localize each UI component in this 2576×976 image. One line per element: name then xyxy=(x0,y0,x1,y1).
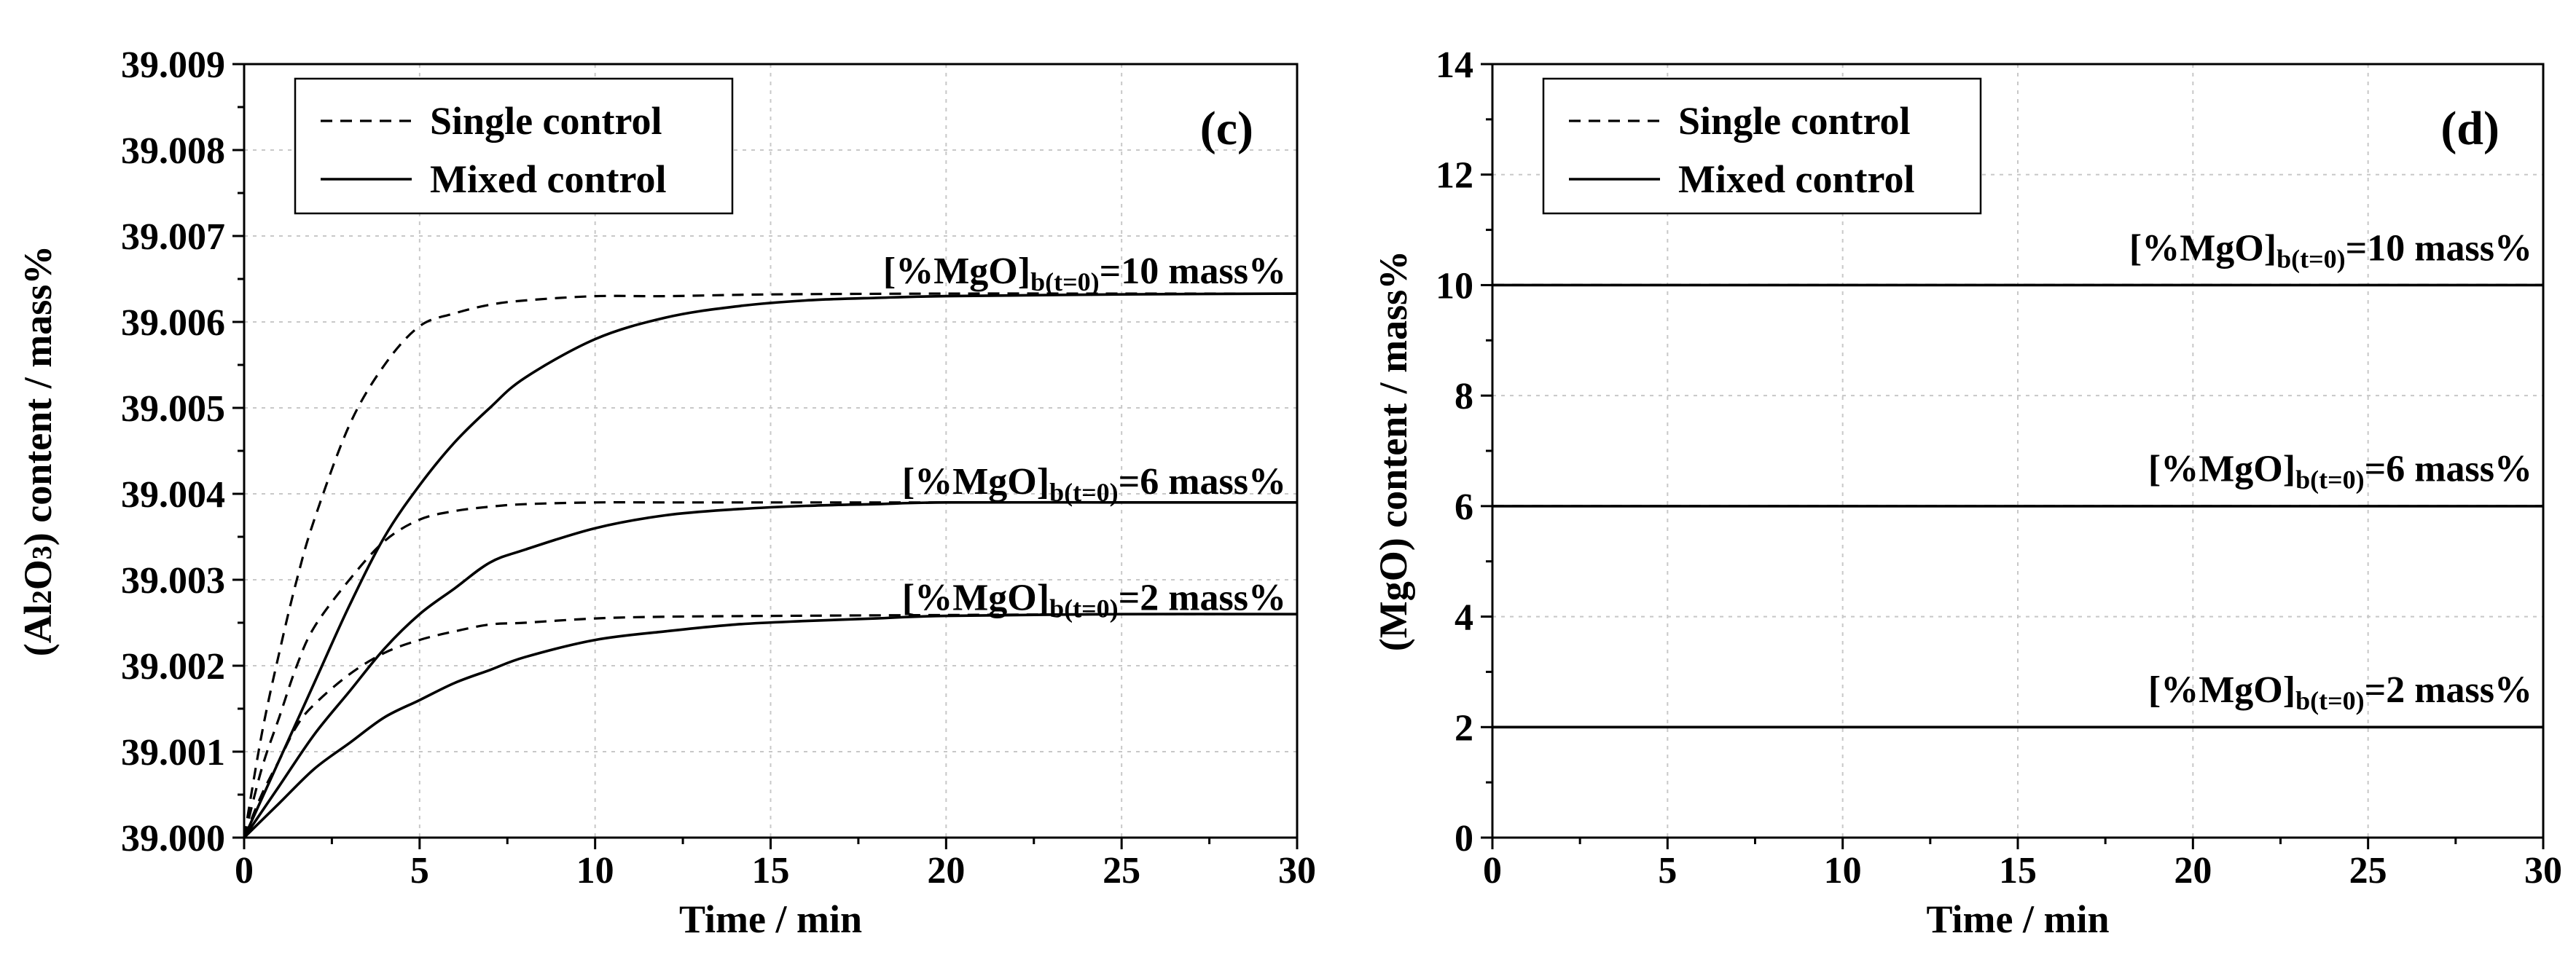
panel-c-grid xyxy=(244,64,1297,838)
panel-c-x-tick-label: 0 xyxy=(235,850,254,892)
panel-d-y-tick-label: 14 xyxy=(1436,44,1473,86)
panel-d-y-tick-label: 4 xyxy=(1455,597,1473,639)
panel-c-x-tick-label: 10 xyxy=(576,850,614,892)
panel-c: 0 5 10 15 20 25 30 39.000 39.001 39.002 39.003 39.0… xyxy=(16,44,1316,941)
panel-c-legend-label-mixed: Mixed control xyxy=(430,157,666,201)
panel-c-y-tick-label: 39.007 xyxy=(121,216,225,258)
panel-d-y-tick-label: 0 xyxy=(1455,818,1473,859)
panel-c-legend-label-single: Single control xyxy=(430,99,662,143)
panel-d-x-tick-label: 0 xyxy=(1483,850,1502,892)
panel-c-series-single-mgo-0 xyxy=(243,613,1298,838)
panel-c-y-tick-label: 39.002 xyxy=(121,646,225,688)
panel-c-series-mixed-mgo-0 xyxy=(243,292,1298,838)
panel-c-y-tick-label: 39.005 xyxy=(121,388,225,430)
panel-c-x-tick-label: 15 xyxy=(752,850,790,892)
panel-d-letter: (d) xyxy=(2440,102,2499,155)
panel-c-curve-annotation: [%MgO]b(t=0)=2 mass% xyxy=(902,577,1286,623)
panel-d-y-axis-title: (MgO) content / mass% xyxy=(1371,251,1415,651)
panel-d-x-tick-label: 5 xyxy=(1658,850,1677,892)
panel-c-series-mixed-mgo-0 xyxy=(243,613,1298,839)
panel-d-y-tick-label: 10 xyxy=(1436,265,1473,307)
panel-d-x-tick-label: 25 xyxy=(2349,850,2387,892)
panel-c-annotations: [%MgO]b(t=0)=10 mass% [%MgO]b(t=0)=6 mass… xyxy=(883,251,1286,623)
panel-c-curve-annotation: [%MgO]b(t=0)=6 mass% xyxy=(902,461,1286,507)
panel-d-ticks xyxy=(1481,63,2545,849)
panel-c-series xyxy=(243,292,1298,839)
panel-d-x-axis-title: Time / min xyxy=(1926,897,2109,941)
panel-d-y-tick-label: 6 xyxy=(1455,487,1473,528)
panel-c-x-tick-label: 5 xyxy=(410,850,429,892)
panel-d-y-tick-label: 2 xyxy=(1455,707,1473,749)
panel-c-ticks xyxy=(232,63,1299,849)
panel-d-annotations: [%MgO]b(t=0)=10 mass% [%MgO]b(t=0)=6 mass… xyxy=(2129,227,2532,715)
panel-c-y-tick-label: 39.000 xyxy=(121,818,225,859)
panel-d-x-tick-label: 15 xyxy=(1999,850,2037,892)
panel-d-legend: Single control Mixed control xyxy=(1542,77,1982,215)
panel-c-y-tick-label: 39.003 xyxy=(121,560,225,602)
panel-c-series-mixed-mgo-0 xyxy=(243,500,1297,839)
panel-c-x-tick-label: 25 xyxy=(1103,850,1140,892)
panel-d-tick-labels: 0 5 10 15 20 25 30 0 2 4 6 8 10 12 14 xyxy=(1436,44,2562,892)
panel-d-y-tick-label: 8 xyxy=(1455,376,1473,417)
panel-c-y-tick-label: 39.008 xyxy=(121,130,225,172)
panel-c-x-tick-label: 30 xyxy=(1278,850,1316,892)
panel-c-y-tick-label: 39.004 xyxy=(121,474,225,516)
panel-d-x-tick-label: 20 xyxy=(2174,850,2212,892)
panel-d-x-tick-label: 10 xyxy=(1824,850,1862,892)
panel-c-x-axis-title: Time / min xyxy=(679,897,862,941)
panel-d-y-tick-label: 12 xyxy=(1436,155,1473,197)
panel-c-y-tick-label: 39.009 xyxy=(121,44,225,86)
panel-d-curve-annotation: [%MgO]b(t=0)=6 mass% xyxy=(2148,449,2532,495)
panel-d-legend-box xyxy=(1542,77,1982,215)
panel-c-y-tick-label: 39.006 xyxy=(121,302,225,344)
panel-c-y-axis-title: (Al2O3) content / mass% xyxy=(16,245,60,656)
panel-c-tick-labels: 0 5 10 15 20 25 30 39.000 39.001 39.002 39.003 39.0… xyxy=(121,44,1316,892)
panel-c-series-single-mgo-0 xyxy=(243,292,1297,838)
panel-c-legend-box xyxy=(294,77,734,215)
panel-c-legend: Single control Mixed control xyxy=(294,77,734,215)
panel-c-y-tick-label: 39.001 xyxy=(121,732,225,774)
panel-c-letter: (c) xyxy=(1200,102,1253,155)
panel-c-curve-annotation: [%MgO]b(t=0)=10 mass% xyxy=(883,251,1286,296)
panel-d: 0 5 10 15 20 25 30 0 2 4 6 8 10 12 14 Time / min (MgO)… xyxy=(1371,44,2562,941)
panel-c-series-single-mgo-0 xyxy=(243,501,1297,838)
panel-d-curve-annotation: [%MgO]b(t=0)=2 mass% xyxy=(2148,669,2532,715)
panel-c-x-tick-label: 20 xyxy=(927,850,965,892)
panel-d-x-tick-label: 30 xyxy=(2524,850,2562,892)
panel-d-series xyxy=(1492,283,2543,729)
panel-d-legend-label-single: Single control xyxy=(1678,99,1911,143)
panel-d-curve-annotation: [%MgO]b(t=0)=10 mass% xyxy=(2129,227,2532,273)
panel-d-legend-label-mixed: Mixed control xyxy=(1678,157,1914,201)
